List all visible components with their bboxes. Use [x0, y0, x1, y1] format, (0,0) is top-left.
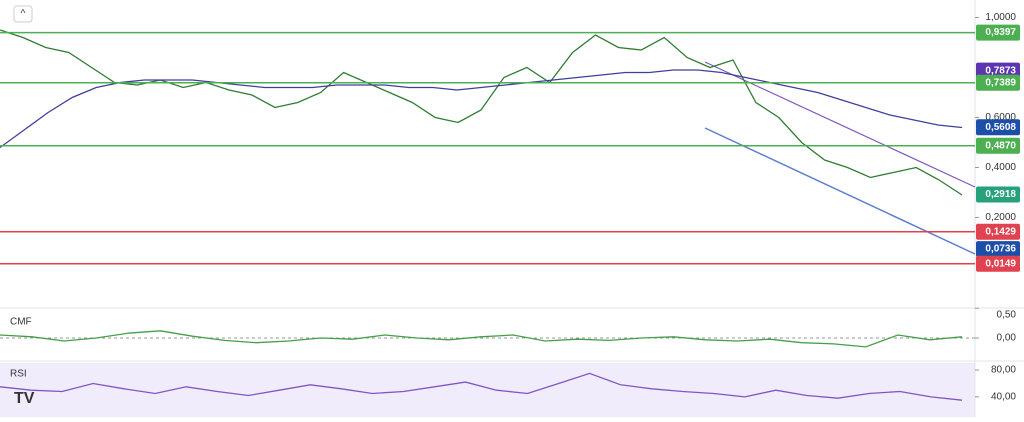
y-tick-label: 0,50 [997, 310, 1017, 321]
level-label: 0,1429 [985, 226, 1016, 237]
series-line [0, 330, 963, 348]
level-label: 0,7873 [985, 65, 1016, 76]
y-tick-label: 0,00 [997, 333, 1017, 344]
level-label: 0,4870 [985, 140, 1016, 151]
level-label: 0,0149 [985, 258, 1016, 269]
level-label-bg [976, 119, 1020, 136]
series-line [0, 69, 963, 149]
collapse-button[interactable] [13, 5, 33, 23]
level-label: 0,7389 [985, 77, 1016, 88]
pane-title: CMF [10, 317, 32, 328]
y-tick-label: 1,0000 [985, 12, 1016, 23]
level-label-bg [976, 74, 1020, 91]
y-tick-label: 40,00 [991, 392, 1016, 403]
level-label-bg [976, 62, 1020, 79]
y-tick-label: 80,00 [991, 365, 1016, 376]
level-label-bg [976, 24, 1020, 41]
pane-title: RSI [10, 369, 27, 380]
series-line [0, 372, 963, 401]
rsi-band [0, 363, 975, 417]
level-label: 0,2918 [985, 189, 1016, 200]
logo: TV [14, 390, 35, 407]
level-label: 0,0736 [985, 244, 1016, 255]
y-tick-label: 0,2000 [985, 212, 1016, 223]
level-label-bg [976, 241, 1020, 258]
level-label-bg [976, 186, 1020, 203]
trend-line [704, 127, 976, 255]
series-line [0, 29, 963, 196]
y-tick-label: 0,4000 [985, 162, 1016, 173]
level-label-bg [976, 137, 1020, 154]
level-label-bg [976, 255, 1020, 272]
level-label-bg [976, 223, 1020, 240]
level-label: 0,9397 [985, 27, 1016, 38]
level-label: 0,5608 [985, 122, 1016, 133]
collapse-icon: ^ [21, 9, 26, 20]
y-tick-label: 0,6000 [985, 112, 1016, 123]
